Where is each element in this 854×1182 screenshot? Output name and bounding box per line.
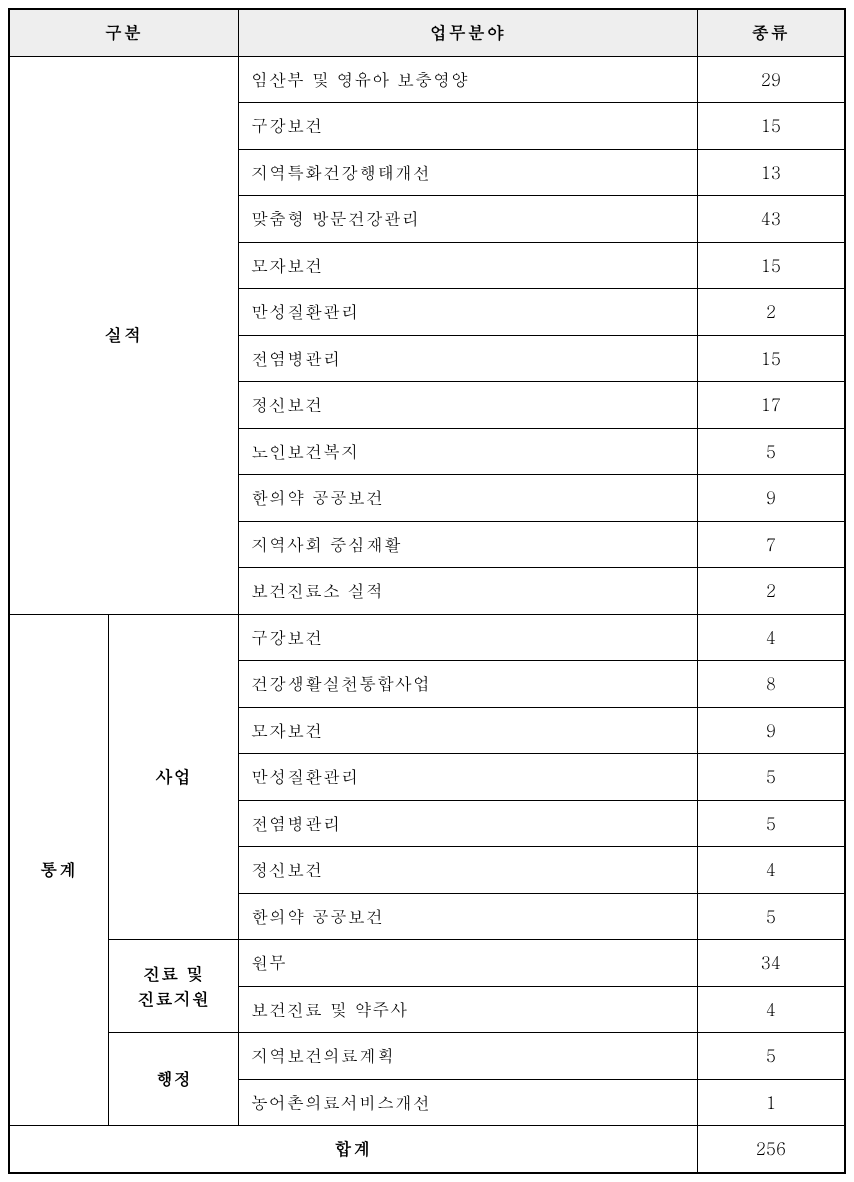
table-row: 통계 사업 구강보건 4 bbox=[9, 614, 845, 661]
table-header-row: 구분 업무분야 종류 bbox=[9, 9, 845, 56]
total-label: 합계 bbox=[9, 1126, 697, 1173]
value-cell: 7 bbox=[697, 521, 845, 568]
field-cell: 지역특화건강행태개선 bbox=[239, 149, 698, 196]
table-row: 행정 지역보건의료계획 5 bbox=[9, 1033, 845, 1080]
field-cell: 정신보건 bbox=[239, 847, 698, 894]
value-cell: 5 bbox=[697, 428, 845, 475]
field-cell: 구강보건 bbox=[239, 614, 698, 661]
value-cell: 13 bbox=[697, 149, 845, 196]
value-cell: 5 bbox=[697, 754, 845, 801]
field-cell: 전염병관리 bbox=[239, 800, 698, 847]
value-cell: 34 bbox=[697, 940, 845, 987]
field-cell: 건강생활실천통합사업 bbox=[239, 661, 698, 708]
value-cell: 1 bbox=[697, 1079, 845, 1126]
data-table: 구분 업무분야 종류 실적 임산부 및 영유아 보충영양 29 구강보건 15 … bbox=[8, 8, 846, 1174]
field-cell: 모자보건 bbox=[239, 707, 698, 754]
field-cell: 모자보건 bbox=[239, 242, 698, 289]
total-value: 256 bbox=[697, 1126, 845, 1173]
field-cell: 지역보건의료계획 bbox=[239, 1033, 698, 1080]
field-cell: 정신보건 bbox=[239, 382, 698, 429]
value-cell: 8 bbox=[697, 661, 845, 708]
value-cell: 9 bbox=[697, 707, 845, 754]
field-cell: 농어촌의료서비스개선 bbox=[239, 1079, 698, 1126]
field-cell: 한의약 공공보건 bbox=[239, 893, 698, 940]
field-cell: 한의약 공공보건 bbox=[239, 475, 698, 522]
table-row: 진료 및 진료지원 원무 34 bbox=[9, 940, 845, 987]
field-cell: 지역사회 중심재활 bbox=[239, 521, 698, 568]
value-cell: 15 bbox=[697, 335, 845, 382]
value-cell: 15 bbox=[697, 242, 845, 289]
value-cell: 29 bbox=[697, 56, 845, 103]
header-field: 업무분야 bbox=[239, 9, 698, 56]
field-cell: 보건진료소 실적 bbox=[239, 568, 698, 615]
value-cell: 4 bbox=[697, 847, 845, 894]
category-performance: 실적 bbox=[9, 56, 239, 614]
value-cell: 5 bbox=[697, 1033, 845, 1080]
value-cell: 4 bbox=[697, 986, 845, 1033]
field-cell: 전염병관리 bbox=[239, 335, 698, 382]
value-cell: 4 bbox=[697, 614, 845, 661]
subcategory-treatment: 진료 및 진료지원 bbox=[109, 940, 239, 1033]
field-cell: 구강보건 bbox=[239, 103, 698, 150]
value-cell: 5 bbox=[697, 800, 845, 847]
header-category: 구분 bbox=[9, 9, 239, 56]
header-type: 종류 bbox=[697, 9, 845, 56]
field-cell: 보건진료 및 약주사 bbox=[239, 986, 698, 1033]
table-total-row: 합계 256 bbox=[9, 1126, 845, 1173]
value-cell: 9 bbox=[697, 475, 845, 522]
field-cell: 만성질환관리 bbox=[239, 289, 698, 336]
field-cell: 맞춤형 방문건강관리 bbox=[239, 196, 698, 243]
table-row: 실적 임산부 및 영유아 보충영양 29 bbox=[9, 56, 845, 103]
category-statistics: 통계 bbox=[9, 614, 109, 1126]
value-cell: 2 bbox=[697, 289, 845, 336]
field-cell: 노인보건복지 bbox=[239, 428, 698, 475]
field-cell: 원무 bbox=[239, 940, 698, 987]
subcategory-admin: 행정 bbox=[109, 1033, 239, 1126]
value-cell: 43 bbox=[697, 196, 845, 243]
field-cell: 임산부 및 영유아 보충영양 bbox=[239, 56, 698, 103]
field-cell: 만성질환관리 bbox=[239, 754, 698, 801]
value-cell: 15 bbox=[697, 103, 845, 150]
value-cell: 17 bbox=[697, 382, 845, 429]
value-cell: 5 bbox=[697, 893, 845, 940]
subcategory-business: 사업 bbox=[109, 614, 239, 940]
value-cell: 2 bbox=[697, 568, 845, 615]
